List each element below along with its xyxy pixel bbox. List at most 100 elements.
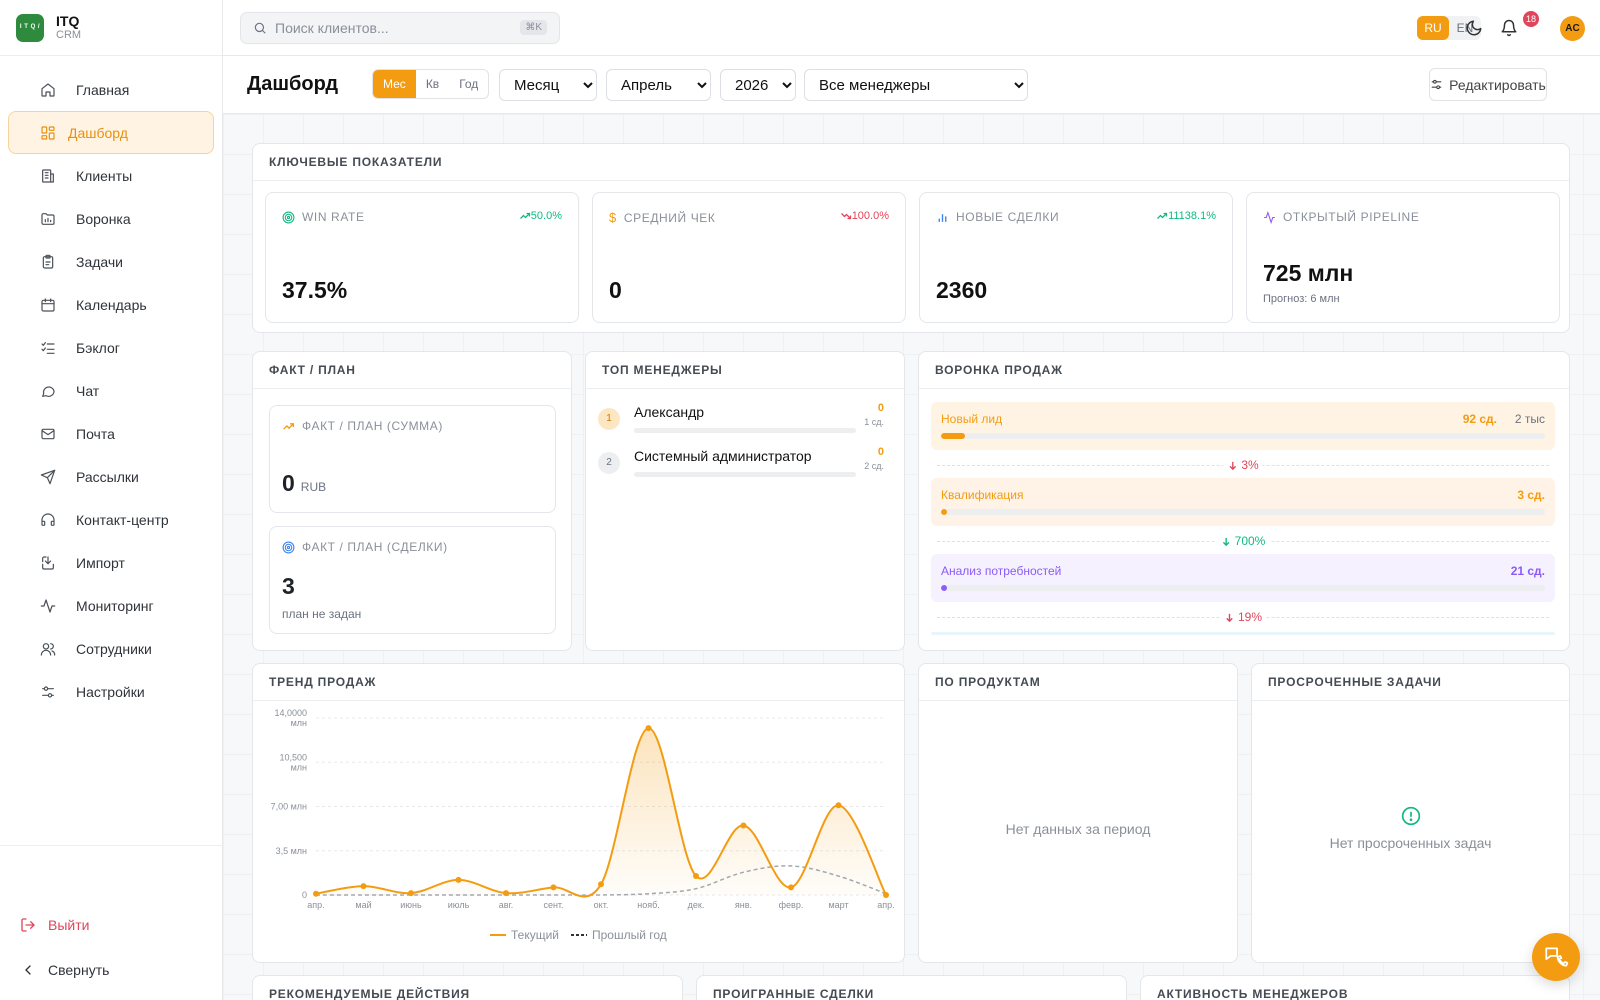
x-tick-label: июль — [448, 900, 470, 910]
fact-plan-deals-value: 3 — [282, 573, 295, 600]
target-icon — [282, 211, 295, 224]
tab-month[interactable]: Мес — [373, 70, 416, 98]
sidebar-item-label: Клиенты — [76, 168, 132, 184]
list-checks-icon — [40, 340, 56, 356]
send-icon — [40, 469, 56, 485]
sidebar-item-calendar[interactable]: Календарь — [8, 283, 214, 326]
sidebar-item-label: Рассылки — [76, 469, 139, 485]
moon-icon[interactable] — [1465, 19, 1483, 37]
fact-plan-sum-unit: RUB — [301, 480, 326, 494]
x-tick-label: янв. — [735, 900, 752, 910]
products-card: ПО ПРОДУКТАМ Нет данных за период — [918, 663, 1238, 963]
sidebar-item-label: Сотрудники — [76, 641, 152, 657]
page-title: Дашборд — [247, 73, 338, 96]
edit-dashboard-button[interactable]: Редактировать — [1429, 68, 1547, 101]
brand[interactable]: I T Q / ITQ CRM — [0, 0, 222, 56]
collapse-sidebar-button[interactable]: Свернуть — [20, 962, 109, 978]
trend-up-icon — [1156, 210, 1168, 222]
bell-icon[interactable] — [1500, 19, 1518, 37]
sidebar-item-users[interactable]: Сотрудники — [8, 627, 214, 670]
user-avatar[interactable]: AC — [1560, 16, 1585, 41]
series-current-area — [316, 728, 886, 896]
import-icon — [40, 555, 56, 571]
logout-button[interactable]: Выйти — [20, 917, 89, 933]
kpi-new-deals[interactable]: НОВЫЕ СДЕЛКИ 11138.1% 2360 — [919, 192, 1233, 323]
trend-up-icon — [282, 420, 295, 433]
sidebar-item-label: Бэклог — [76, 340, 120, 356]
sales-trend-chart: 03,5 млн7,00 млн10,500 млн14,0000 млнапр. м… — [253, 702, 904, 963]
sidebar-item-settings-sliders[interactable]: Настройки — [8, 670, 214, 713]
sidebar-item-folder-chart[interactable]: Воронка — [8, 197, 214, 240]
sidebar-item-label: Почта — [76, 426, 115, 442]
sidebar-item-import[interactable]: Импорт — [8, 541, 214, 584]
sidebar-item-label: Настройки — [76, 684, 145, 700]
sidebar-item-building[interactable]: Клиенты — [8, 154, 214, 197]
sidebar-item-clipboard[interactable]: Задачи — [8, 240, 214, 283]
kpi-card: КЛЮЧЕВЫЕ ПОКАЗАТЕЛИ WIN RATE 50.0% 37.5%… — [252, 143, 1570, 333]
bar-chart-icon — [936, 211, 949, 224]
funnel-stage[interactable]: Анализ потребностей 21 сд. — [931, 554, 1555, 602]
sidebar-item-label: Импорт — [76, 555, 125, 571]
fact-plan-sum[interactable]: ФАКТ / ПЛАН (СУММА) 0 RUB — [269, 405, 556, 513]
sidebar-item-mail[interactable]: Почта — [8, 412, 214, 455]
collapse-label: Свернуть — [48, 962, 109, 978]
kpi-label: WIN RATE — [302, 210, 365, 224]
kpi-value: 725 млн — [1263, 260, 1353, 287]
sidebar-item-list-checks[interactable]: Бэклог — [8, 326, 214, 369]
year-select[interactable]: 2026 — [720, 69, 796, 101]
lang-ru-button[interactable]: RU — [1417, 16, 1449, 40]
fact-plan-deals[interactable]: ФАКТ / ПЛАН (СДЕЛКИ) 3 план не задан — [269, 526, 556, 634]
kpi-label: ОТКРЫТЫЙ PIPELINE — [1283, 210, 1419, 224]
sidebar: I T Q / ITQ CRM Главная Дашборд Клиенты Вор… — [0, 0, 223, 1000]
sliders-icon — [1430, 78, 1443, 91]
data-point — [693, 873, 699, 879]
y-tick-label: 3,5 млн — [276, 846, 307, 856]
granularity-select[interactable]: Месяц — [499, 69, 597, 101]
month-select[interactable]: Апрель — [606, 69, 711, 101]
sidebar-item-home[interactable]: Главная — [8, 68, 214, 111]
kpi-win-rate[interactable]: WIN RATE 50.0% 37.5% — [265, 192, 579, 323]
manager-row[interactable]: 1 Александр 0 1 сд. — [598, 402, 898, 442]
fact-plan-card: ФАКТ / ПЛАН ФАКТ / ПЛАН (СУММА) 0 RUB ФА… — [252, 351, 572, 651]
tab-year[interactable]: Год — [449, 70, 488, 98]
funnel-stage[interactable]: Квалификация 3 сд. — [931, 478, 1555, 526]
sidebar-item-activity[interactable]: Мониторинг — [8, 584, 214, 627]
sidebar-item-chat[interactable]: Чат — [8, 369, 214, 412]
manager-bar — [634, 472, 856, 477]
manager-name: Александр — [634, 404, 704, 420]
logout-icon — [20, 917, 36, 933]
x-tick-label: июнь — [400, 900, 422, 910]
x-tick-label: дек. — [688, 900, 705, 910]
manager-row[interactable]: 2 Системный администратор 0 2 сд. — [598, 446, 898, 486]
sidebar-item-send[interactable]: Рассылки — [8, 455, 214, 498]
search-icon — [253, 21, 267, 35]
managers-select[interactable]: Все менеджеры — [804, 69, 1028, 101]
funnel-stage[interactable]: Новый лид 92 сд. 2 тыс — [931, 402, 1555, 450]
search-box[interactable]: ⌘K — [240, 12, 560, 44]
headset-icon — [40, 512, 56, 528]
chat-phone-icon — [1543, 944, 1569, 970]
contact-fab-button[interactable] — [1532, 933, 1580, 981]
tab-quarter[interactable]: Кв — [416, 70, 449, 98]
kpi-value: 2360 — [936, 277, 987, 304]
y-tick-label: 10,500 млн — [279, 752, 307, 772]
sidebar-item-dashboard[interactable]: Дашборд — [8, 111, 214, 154]
manager-activity-title: АКТИВНОСТЬ МЕНЕДЖЕРОВ — [1141, 976, 1569, 1000]
sales-funnel-card: ВОРОНКА ПРОДАЖ Новый лид 92 сд. 2 тыс Квали… — [918, 351, 1570, 651]
trend-down-icon — [840, 210, 852, 222]
clipboard-icon — [40, 254, 56, 270]
sidebar-item-label: Мониторинг — [76, 598, 154, 614]
data-point — [836, 802, 842, 808]
dashboard-icon — [40, 125, 56, 141]
series-current-line — [316, 728, 886, 896]
data-point — [361, 883, 367, 889]
funnel-conversion: 3% — [937, 458, 1549, 472]
kpi-open-pipeline[interactable]: ОТКРЫТЫЙ PIPELINE 725 млн Прогноз: 6 млн — [1246, 192, 1560, 323]
notification-badge: 18 — [1523, 11, 1539, 27]
arrow-down-icon — [1221, 536, 1232, 547]
kpi-average-check[interactable]: $ СРЕДНИЙ ЧЕК 100.0% 0 — [592, 192, 906, 323]
app-logo: I T Q / — [16, 14, 44, 42]
search-input[interactable] — [275, 20, 515, 36]
sidebar-item-headset[interactable]: Контакт-центр — [8, 498, 214, 541]
funnel-stage-count: 3 сд. — [1517, 488, 1545, 502]
